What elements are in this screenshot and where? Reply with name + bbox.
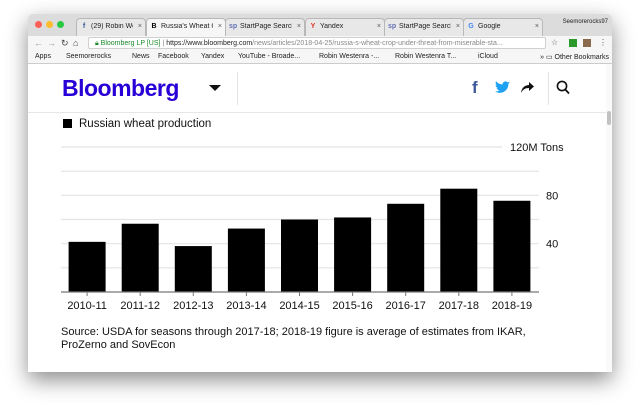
tab-title: StartPage Search (240, 23, 292, 30)
x-tick-label: 2015-16 (332, 300, 372, 312)
tab[interactable]: sp StartPage Search × (225, 18, 305, 36)
menu-icon[interactable]: ⋮ (599, 38, 607, 47)
bookmark-item[interactable]: Yandex (201, 53, 225, 60)
search-icon[interactable] (556, 80, 570, 95)
twitter-icon[interactable] (495, 81, 510, 94)
tab-title: Yandex (320, 23, 344, 30)
close-tab-icon[interactable]: × (217, 23, 222, 30)
tab-title: Google (478, 23, 501, 30)
tab-title: Russia's Wheat C (161, 23, 213, 30)
close-tab-icon[interactable]: × (376, 23, 381, 30)
y-tick-label: 80 (546, 190, 558, 202)
bar (121, 223, 159, 292)
bar (387, 203, 425, 292)
x-tick-label: 2013-14 (226, 300, 266, 312)
startpage-icon: sp (388, 23, 397, 30)
maximize-window-button[interactable] (57, 21, 64, 28)
legend-label: Russian wheat production (79, 118, 212, 130)
chevron-down-icon[interactable] (209, 85, 221, 91)
x-tick-label: 2018-19 (492, 300, 532, 312)
bookmark-item[interactable]: Apps (35, 53, 51, 60)
x-tick-label: 2012-13 (173, 300, 213, 312)
google-icon: G (468, 23, 474, 30)
close-tab-icon[interactable]: × (137, 23, 142, 30)
address-bar-row: ← → ↻ ⌂ 🔒︎ Bloomberg LP [US] | https://w… (28, 36, 612, 51)
bloomberg-logo[interactable]: Bloomberg (62, 75, 179, 101)
extension-icon[interactable] (583, 39, 591, 47)
bookmark-item[interactable]: News (132, 53, 150, 60)
close-tab-icon[interactable]: × (296, 23, 301, 30)
bar (227, 228, 265, 292)
close-tab-icon[interactable]: × (534, 23, 539, 30)
bar (334, 217, 372, 292)
close-window-button[interactable] (35, 21, 42, 28)
reload-icon[interactable]: ↻ (61, 38, 69, 48)
lock-icon: 🔒︎ (95, 40, 101, 47)
share-icon[interactable] (521, 82, 534, 93)
site-header: Bloomberg f (28, 64, 606, 113)
chart-source: Source: USDA for seasons through 2017-18… (61, 326, 526, 351)
star-icon[interactable]: ☆ (551, 38, 559, 47)
scrollbar[interactable] (606, 64, 612, 372)
y-tick-label: 120M Tons (510, 142, 564, 154)
x-tick-label: 2010-11 (67, 300, 107, 312)
bar (440, 188, 478, 292)
legend-swatch (63, 119, 72, 128)
tab-title: (29) Robin Westor (91, 23, 133, 30)
x-tick-label: 2014-15 (279, 300, 319, 312)
facebook-icon[interactable]: f (472, 78, 478, 97)
chart-legend: Russian wheat production (63, 118, 211, 130)
site-identity: Bloomberg LP [US] (100, 40, 161, 47)
divider (548, 72, 549, 105)
back-icon[interactable]: ← (34, 38, 43, 48)
tab-title: StartPage Search (399, 23, 451, 30)
divider (237, 72, 238, 105)
bar (174, 246, 212, 292)
bar (493, 200, 531, 292)
bar (68, 241, 106, 292)
scrollbar-thumb[interactable] (607, 111, 611, 125)
x-tick-label: 2011-12 (120, 300, 160, 312)
bookmark-item[interactable]: Robin Westenra -... (319, 53, 380, 60)
x-tick-label: 2016-17 (386, 300, 426, 312)
bookmark-item[interactable]: Seemorerocks (66, 53, 112, 60)
y-tick-label: 40 (546, 239, 558, 251)
tab[interactable]: G Google × (463, 18, 543, 36)
url-path: /news/articles/2018-04-25/russia-s-wheat… (252, 40, 503, 47)
home-icon[interactable]: ⌂ (73, 38, 79, 48)
bar-chart: 120M Tons 80 40 2010-11 2011-12 2012-13 2013-1… (61, 142, 564, 312)
url-input[interactable]: 🔒︎ Bloomberg LP [US] | https://www.bloom… (88, 37, 546, 49)
tab[interactable]: Y Yandex × (305, 18, 385, 36)
extension-icon[interactable] (569, 39, 577, 47)
bookmarks-bar: Apps Seemorerocks News Facebook Yandex YouTub… (28, 51, 612, 64)
bloomberg-icon: B (151, 23, 157, 30)
startpage-icon: sp (229, 23, 238, 30)
url-host: https://www.bloomberg.com (166, 40, 253, 47)
close-tab-icon[interactable]: × (455, 23, 460, 30)
bookmark-item[interactable]: Facebook (158, 53, 189, 60)
facebook-icon: f (82, 23, 86, 30)
minimize-window-button[interactable] (46, 21, 53, 28)
forward-icon[interactable]: → (47, 38, 56, 48)
bookmark-item[interactable]: YouTube - Broade... (238, 53, 301, 60)
bookmark-other[interactable]: » ▭ Other Bookmarks (540, 54, 609, 61)
x-tick-label: 2017-18 (439, 300, 479, 312)
tab[interactable]: f (29) Robin Westor × (76, 18, 146, 36)
bookmark-item[interactable]: Robin Westenra T... (395, 53, 457, 60)
bookmark-item[interactable]: iCloud (478, 53, 498, 60)
bar (281, 219, 318, 292)
other-bookmarks-label: Other Bookmarks (554, 54, 609, 61)
profile-name[interactable]: Seemorerocks97 (562, 19, 608, 25)
yandex-icon: Y (310, 23, 316, 30)
